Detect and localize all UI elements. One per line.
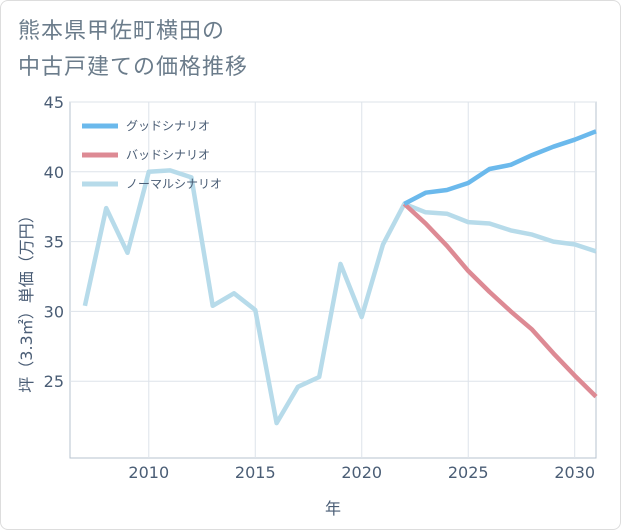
series-line-normal (82, 168, 597, 426)
y-tick-label: 35 (44, 233, 64, 252)
y-tick-labels: 25 30 35 40 45 (44, 93, 64, 391)
legend-label-bad: バッドシナリオ (126, 148, 210, 162)
y-tick-label: 30 (44, 302, 64, 321)
y-tick-label: 45 (44, 93, 64, 112)
y-axis-title: 坪（3.3㎡）単価（万円） (17, 207, 36, 392)
plot-area (69, 101, 597, 459)
x-tick-label: 2025 (448, 463, 489, 482)
y-tick-label: 40 (44, 163, 64, 182)
series-line-bad (402, 202, 598, 399)
legend-label-normal: ノーマルシナリオ (126, 177, 222, 191)
y-tick-label: 25 (44, 372, 64, 391)
x-tick-labels: 2010 2015 2020 2025 2030 (128, 463, 595, 482)
x-tick-label: 2030 (554, 463, 595, 482)
series-line-good (403, 129, 597, 206)
x-axis-title: 年 (325, 499, 341, 518)
series-lines (82, 129, 598, 426)
chart-title-line-2: 中古戸建ての価格推移 (18, 55, 249, 80)
chart-title: 熊本県甲佐町横田の 中古戸建ての価格推移 (18, 14, 248, 86)
legend-label-good: グッドシナリオ (126, 119, 210, 133)
chart-title-line-1: 熊本県甲佐町横田の (18, 19, 226, 44)
x-tick-label: 2015 (235, 463, 276, 482)
x-tick-label: 2020 (341, 463, 382, 482)
x-tick-label: 2010 (128, 463, 169, 482)
